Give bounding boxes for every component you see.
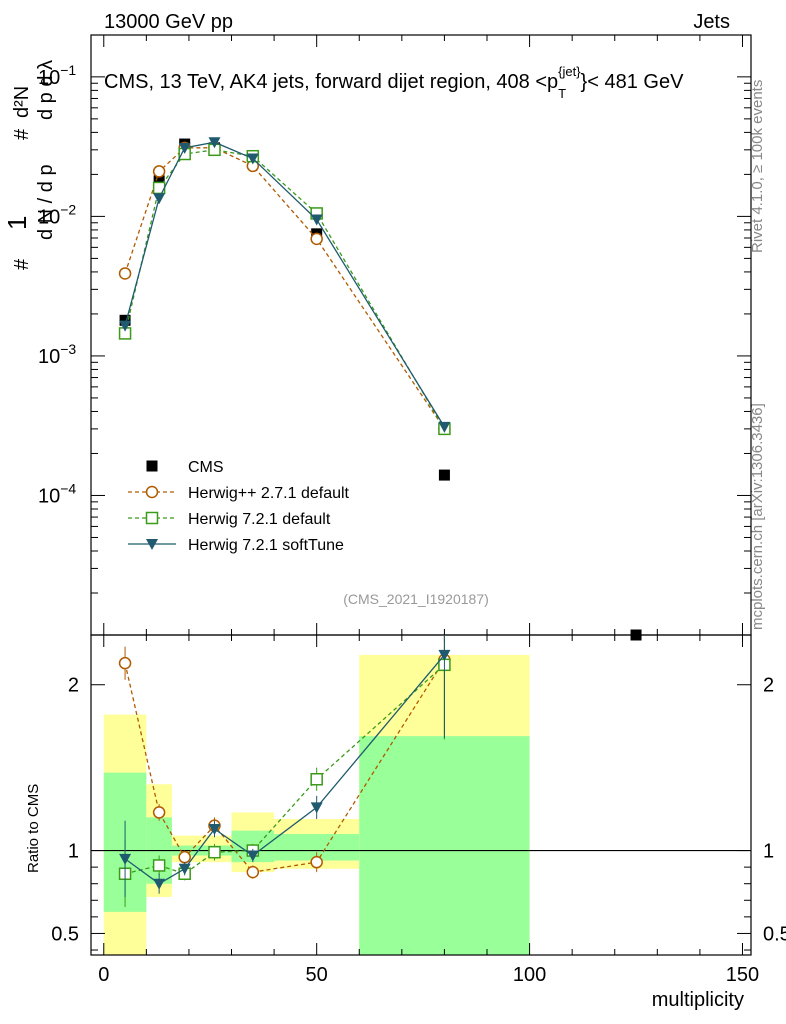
x-axis-label: multiplicity <box>652 989 744 1011</box>
ratio-point <box>178 850 191 864</box>
data-point <box>153 193 166 205</box>
main-y-axis-label-one: 1 <box>2 216 32 230</box>
chart-title-post: }< 481 GeV <box>581 71 685 93</box>
data-point <box>438 421 451 433</box>
legend-label: CMS <box>188 459 224 476</box>
main-y-tick-label: 10−4 <box>38 480 76 507</box>
legend-label: Herwig 7.2.1 default <box>188 511 331 528</box>
data-point <box>438 469 450 481</box>
data-point <box>178 142 191 154</box>
data-point <box>246 153 259 165</box>
ratio-y-tick-label: 1 <box>68 841 79 863</box>
ratio-point <box>152 859 166 872</box>
main-y-axis-label-dptdl: d p d λ <box>35 60 57 120</box>
legend-label: Herwig++ 2.7.1 default <box>188 485 350 502</box>
legend-marker <box>146 460 158 472</box>
main-y-axis-label-text: # <box>11 258 33 270</box>
ratio-y-axis-label: Ratio to CMS <box>25 784 42 873</box>
data-point <box>310 232 323 246</box>
ratio-point <box>153 878 166 890</box>
series-line <box>124 149 445 430</box>
analysis-id: (CMS_2021_I1920187) <box>343 591 489 607</box>
chart-title-sup: {jet} <box>558 64 581 79</box>
main-panel: 10−1 10−2 10−3 10−4 <box>38 34 752 641</box>
ratio-point <box>178 863 191 875</box>
main-y-tick-label: 10−1 <box>38 62 76 89</box>
data-point <box>310 214 323 226</box>
legend-marker <box>146 539 158 550</box>
series-line <box>124 147 445 430</box>
ratio-point <box>208 823 221 835</box>
x-tick-label: 150 <box>726 964 759 986</box>
main-y-axis-label-frac: d N / d p <box>35 164 57 240</box>
main-y-tick-label: 10−2 <box>38 201 76 228</box>
main-y-axis-label-d2n: d²N <box>11 86 33 118</box>
rivet-label: Rivet 4.1.0, ≥ 100k events <box>749 80 766 253</box>
chart-title-pre: CMS, 13 TeV, AK4 jets, forward dijet reg… <box>104 71 558 93</box>
ratio-point <box>310 855 323 869</box>
mcplots-label: mcplots.cern.ch [arXiv:1306.3436] <box>749 403 766 630</box>
data-point <box>119 314 131 326</box>
ratio-point <box>119 853 132 865</box>
ratio-point <box>246 865 260 879</box>
legend-label: Herwig 7.2.1 softTune <box>188 537 344 554</box>
header-right: Jets <box>693 11 730 33</box>
x-tick-label: 100 <box>513 964 546 986</box>
chart-title: CMS, 13 TeV, AK4 jets, forward dijet reg… <box>104 64 684 101</box>
ratio-point <box>438 649 451 661</box>
legend-marker <box>145 485 159 499</box>
legend: CMS Herwig++ 2.7.1 default Herwig 7.2.1 de… <box>128 459 350 554</box>
data-point <box>118 267 132 280</box>
main-y-axis-label-hash2: # <box>11 128 33 140</box>
data-point <box>208 137 221 149</box>
data-point <box>153 175 165 187</box>
ratio-point <box>118 656 132 670</box>
ratio-point <box>310 772 323 786</box>
ratio-point <box>152 806 166 819</box>
ratio-point <box>246 850 259 862</box>
ratio-point <box>208 845 221 859</box>
data-point <box>119 320 132 332</box>
x-tick-label: 0 <box>98 964 109 986</box>
ratio-point <box>310 802 323 814</box>
header-left: 13000 GeV pp <box>104 11 233 33</box>
ratio-band-green <box>359 736 530 955</box>
chart-title-sub: T <box>558 86 566 101</box>
ratio-y-tick-label-right: 0.5 <box>763 923 786 945</box>
ratio-frame <box>90 634 752 956</box>
ratio-y-tick-label-right: 1 <box>763 841 774 863</box>
x-tick-label: 50 <box>306 964 328 986</box>
main-y-axis-label: # d N / d p 1 # d²N d p d λ <box>2 60 57 270</box>
legend-marker <box>145 511 159 525</box>
data-point <box>152 165 166 178</box>
ratio-y-tick-label: 0.5 <box>51 923 79 945</box>
ratio-y-tick-label: 2 <box>68 675 79 697</box>
main-y-tick-label: 10−3 <box>38 341 76 368</box>
ratio-y-tick-label-right: 2 <box>763 675 774 697</box>
